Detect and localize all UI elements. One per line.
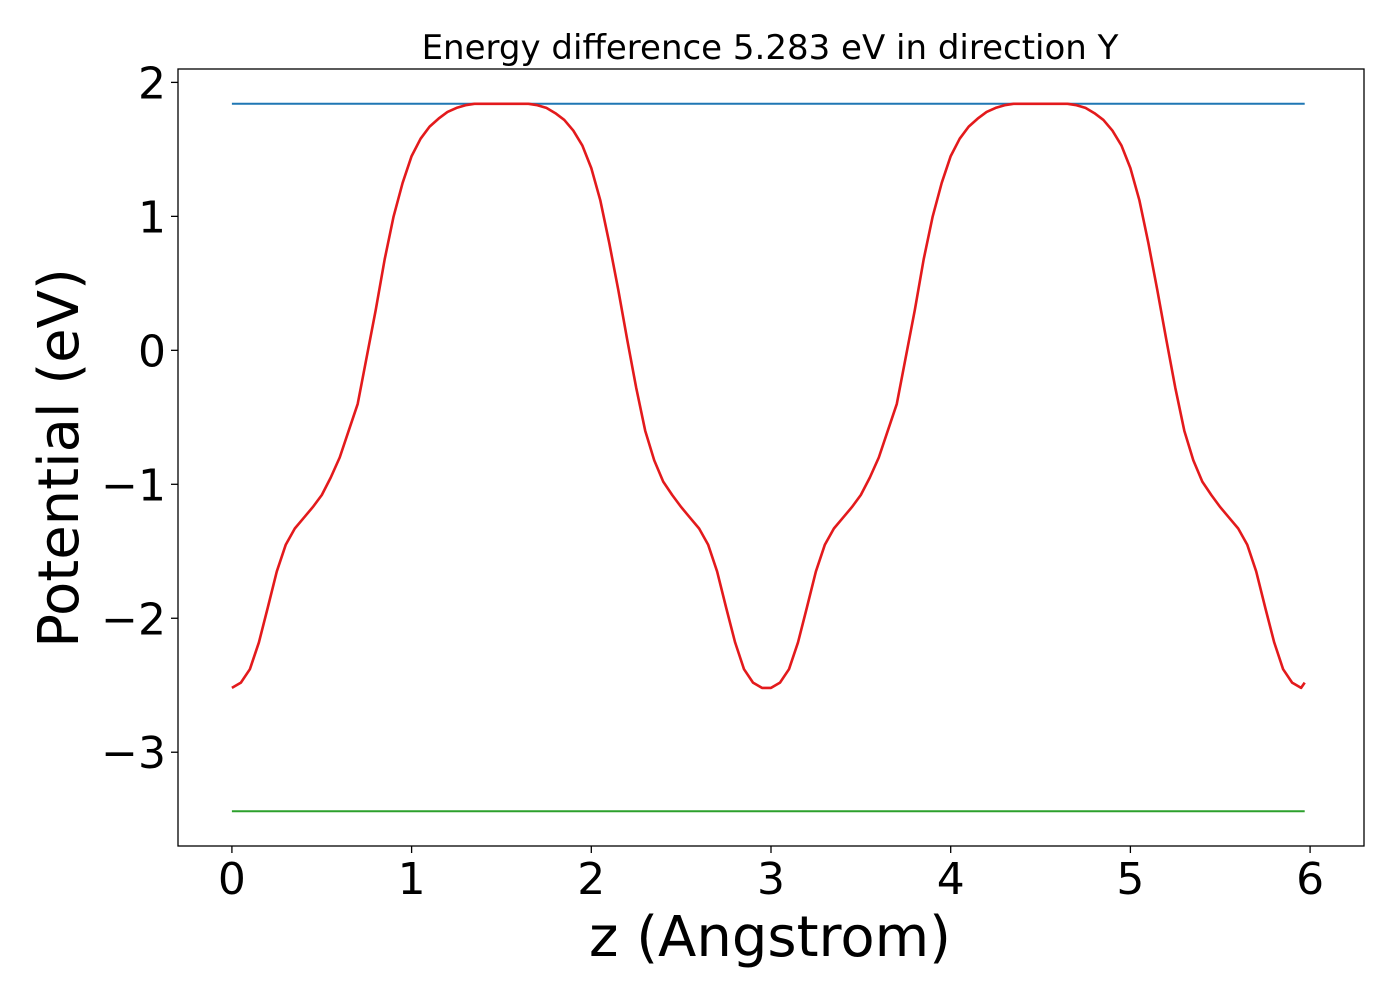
x-axis: 0 1 2 3 4 5 6 bbox=[218, 846, 1324, 905]
x-tick-label: 0 bbox=[218, 854, 246, 905]
y-tick-label: 1 bbox=[138, 192, 166, 243]
plot-area-frame bbox=[177, 68, 1365, 847]
y-axis: −3 −2 −1 0 1 2 bbox=[101, 58, 178, 779]
y-tick-label: −3 bbox=[101, 728, 166, 779]
series-line-2 bbox=[231, 102, 1306, 690]
x-tick-label: 2 bbox=[577, 854, 605, 905]
x-tick-label: 3 bbox=[757, 854, 785, 905]
y-axis-label: Potential (eV) bbox=[27, 268, 92, 648]
y-tick-label: −2 bbox=[101, 594, 166, 645]
x-tick-label: 5 bbox=[1116, 854, 1144, 905]
chart-title: Energy difference 5.283 eV in direction … bbox=[422, 28, 1119, 68]
y-tick-label: 2 bbox=[138, 58, 166, 109]
y-tick-label: 0 bbox=[138, 326, 166, 377]
x-tick-label: 6 bbox=[1296, 854, 1324, 905]
x-tick-label: 1 bbox=[398, 854, 426, 905]
y-tick-label: −1 bbox=[101, 460, 166, 511]
x-tick-label: 4 bbox=[937, 854, 965, 905]
series-layer bbox=[231, 102, 1306, 813]
x-axis-label: z (Angstrom) bbox=[589, 905, 951, 970]
